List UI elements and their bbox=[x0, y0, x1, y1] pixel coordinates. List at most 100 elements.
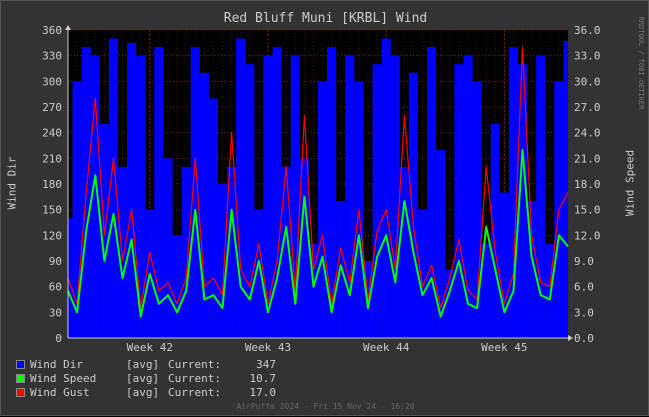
wind-dir-bar bbox=[136, 55, 146, 339]
legend-label: Wind Dir bbox=[30, 358, 83, 371]
footer-timestamp: AirPuffm 2024 - Fri 15 Nov 24 - 16:20 bbox=[236, 402, 415, 411]
wind-dir-bar bbox=[172, 235, 182, 338]
wind-dir-bar bbox=[90, 55, 100, 339]
wind-dir-bar bbox=[408, 72, 418, 339]
x-tick-label: Week 44 bbox=[363, 341, 410, 354]
wind-dir-bar bbox=[472, 81, 482, 338]
y-tick-label: 240 bbox=[42, 127, 62, 140]
wind-dir-bar bbox=[545, 243, 555, 338]
wind-dir-bar bbox=[208, 98, 218, 338]
wind-dir-swatch bbox=[16, 360, 25, 369]
y-tick-label: 300 bbox=[42, 75, 62, 88]
wind-dir-bar bbox=[272, 47, 282, 338]
wind-dir-bar bbox=[290, 55, 300, 339]
wind-dir-bar bbox=[118, 166, 128, 338]
wind-dir-bar bbox=[372, 64, 382, 338]
wind-dir-bar bbox=[245, 64, 255, 338]
y2-tick-label: 9.0 bbox=[574, 255, 594, 268]
y2-tick-label: 0.0 bbox=[574, 332, 594, 345]
x-axis-arrow bbox=[568, 335, 573, 341]
wind-dir-bar bbox=[190, 47, 200, 338]
wind-dir-bar bbox=[299, 158, 309, 338]
wind-dir-bar bbox=[518, 64, 528, 338]
wind-dir-bar bbox=[263, 55, 273, 339]
wind-speed-line bbox=[67, 148, 569, 318]
legend-current-label: Current: bbox=[168, 386, 221, 399]
y-tick-label: 90 bbox=[49, 255, 62, 268]
wind-dir-bar bbox=[418, 209, 428, 338]
y-tick-label: 120 bbox=[42, 229, 62, 242]
legend-current-value: 17.0 bbox=[249, 386, 277, 399]
legend-item-wind-speed: Wind Speed [avg] Current: 10.7 bbox=[16, 372, 276, 385]
legend-item-wind-gust: Wind Gust [avg] Current: 17.0 bbox=[16, 386, 276, 399]
wind-dir-bar bbox=[327, 47, 337, 338]
y2-tick-label: 30.0 bbox=[574, 75, 601, 88]
right-axis-label: Wind Speed bbox=[623, 149, 637, 217]
wind-dir-bar bbox=[72, 81, 82, 338]
wind-dir-bar bbox=[254, 209, 264, 338]
legend-current-label: Current: bbox=[168, 358, 221, 371]
y2-tick-label: 27.0 bbox=[574, 101, 601, 114]
x-tick-label: Week 42 bbox=[127, 341, 173, 354]
wind-speed-swatch bbox=[16, 374, 25, 383]
wind-dir-bar bbox=[527, 201, 537, 338]
legend-current-value: 347 bbox=[256, 358, 276, 371]
wind-dir-bar bbox=[499, 192, 509, 338]
wind-dir-bar bbox=[154, 47, 164, 338]
x-tick-label: Week 45 bbox=[481, 341, 527, 354]
y2-tick-label: 18.0 bbox=[574, 178, 601, 191]
wind-gust-line bbox=[67, 46, 569, 309]
wind-dir-bar bbox=[536, 55, 546, 339]
rrdtool-watermark: RRDTOOL / TOBI OETIKER bbox=[637, 16, 645, 110]
y2-tick-label: 36.0 bbox=[574, 24, 601, 37]
wind-dir-bar bbox=[108, 38, 118, 339]
wind-dir-bar bbox=[163, 158, 173, 338]
legend-kind: [avg] bbox=[126, 372, 160, 385]
wind-dir-bar bbox=[454, 64, 464, 338]
wind-dir-bar bbox=[318, 81, 328, 338]
wind-gust-swatch bbox=[16, 388, 25, 397]
wind-dir-bar bbox=[563, 41, 568, 338]
y-tick-label: 30 bbox=[49, 306, 62, 319]
y-tick-label: 270 bbox=[42, 101, 62, 114]
y2-tick-label: 24.0 bbox=[574, 127, 601, 140]
legend-kind: [avg] bbox=[126, 358, 160, 371]
wind-dir-bar bbox=[390, 55, 400, 339]
wind-dir-bar bbox=[508, 47, 518, 338]
y-tick-label: 360 bbox=[42, 24, 62, 37]
wind-dir-bar bbox=[227, 166, 237, 338]
wind-dir-bar bbox=[445, 269, 455, 338]
y2-tick-label: 33.0 bbox=[574, 50, 601, 63]
y-axis-arrow bbox=[65, 25, 71, 30]
wind-dir-bar bbox=[199, 72, 209, 339]
wind-dir-bar bbox=[427, 47, 437, 338]
y2-tick-label: 12.0 bbox=[574, 229, 601, 242]
y-tick-label: 150 bbox=[42, 204, 62, 217]
legend-current-value: 10.7 bbox=[249, 372, 277, 385]
y-tick-label: 210 bbox=[42, 152, 62, 165]
legend-label: Wind Gust bbox=[30, 386, 90, 399]
wind-dir-bar bbox=[281, 166, 291, 338]
y2-tick-label: 6.0 bbox=[574, 281, 594, 294]
wind-dir-bar bbox=[436, 149, 446, 338]
legend-item-wind-dir: Wind Dir [avg] Current: 347 bbox=[16, 358, 276, 371]
legend-label: Wind Speed bbox=[30, 372, 97, 385]
y-tick-label: 330 bbox=[42, 50, 62, 63]
chart-title: Red Bluff Muni [KRBL] Wind bbox=[223, 11, 428, 26]
legend-kind: [avg] bbox=[126, 386, 160, 399]
y-tick-label: 60 bbox=[49, 281, 62, 294]
wind-dir-bar bbox=[308, 243, 318, 338]
wind-dir-bar bbox=[127, 42, 137, 338]
wind-dir-bar bbox=[463, 55, 473, 339]
y2-tick-label: 15.0 bbox=[574, 204, 601, 217]
wind-dir-bar bbox=[236, 38, 246, 339]
y-tick-label: 0 bbox=[55, 332, 62, 345]
wind-dir-bar bbox=[218, 184, 228, 338]
left-axis-label: Wind Dir bbox=[5, 156, 19, 210]
y2-tick-label: 3.0 bbox=[574, 306, 594, 319]
y-tick-label: 180 bbox=[42, 178, 62, 191]
wind-dir-bar bbox=[490, 124, 500, 338]
wind-dir-bar bbox=[399, 166, 409, 338]
